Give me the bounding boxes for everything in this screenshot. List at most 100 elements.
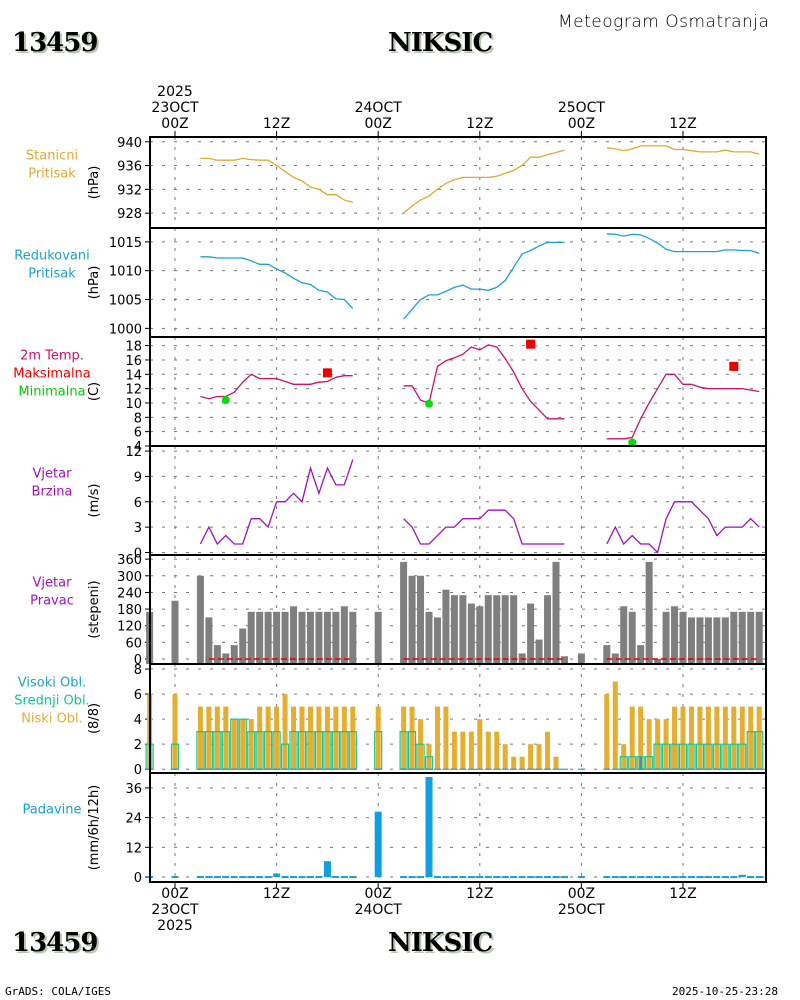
low-cloud-bar: [519, 756, 525, 770]
panel-cloud-cover: 0 2 4 6 8 (8/8)Visoki Obl. Srednji Obl. Niski O…: [14, 663, 767, 778]
high-cloud-bar: [639, 756, 643, 770]
time-label-bottom: 2025: [157, 918, 193, 934]
wind-dir-bar: [493, 595, 501, 664]
y-tick-label: 24: [125, 812, 142, 827]
panel-frame: [149, 227, 767, 338]
wind-dir-bar: [671, 606, 679, 664]
wind-dir-bar: [747, 611, 755, 664]
low-cloud-bar: [638, 706, 644, 770]
low-cloud-bar: [528, 744, 534, 770]
low-cloud-bar: [536, 744, 542, 770]
series-line-temperature: [606, 373, 760, 440]
wind-dir-bar: [603, 645, 611, 664]
series-line-station-pressure: [403, 149, 565, 214]
series-line-station-pressure: [200, 157, 353, 204]
precip-bar: [713, 876, 721, 879]
max-temp-marker: [526, 339, 536, 349]
series-line-temperature: [403, 344, 565, 420]
time-label-bottom: 00Z: [568, 886, 595, 902]
y-tick-label: 180: [117, 603, 142, 618]
time-label-bottom: 12Z: [263, 886, 290, 902]
panel-title: Maksimalna: [13, 367, 91, 382]
wind-dir-bar: [306, 611, 314, 664]
time-label-bottom: 23OCT: [151, 902, 199, 918]
panel-title: Niski Obl.: [21, 712, 83, 727]
wind-dir-bar: [332, 611, 340, 664]
low-cloud-bar: [604, 694, 610, 770]
precip-bar: [281, 876, 289, 879]
y-tick-label: 940: [117, 136, 142, 151]
precip-bar: [696, 876, 704, 879]
low-cloud-bar: [485, 731, 491, 770]
time-label-bottom: 00Z: [364, 886, 391, 902]
precip-bar: [721, 876, 729, 879]
y-tick-label: 12: [125, 383, 142, 398]
precip-bar: [510, 876, 518, 879]
low-cloud-bar: [172, 694, 178, 770]
y-tick-label: 6: [134, 426, 142, 441]
precip-bar: [349, 876, 357, 879]
y-tick-label: 0: [134, 871, 142, 886]
panel-station-pressure: 928 932 936 940 (hPa) Stanicni Pritisak: [26, 131, 767, 229]
wind-dir-bar: [637, 645, 645, 664]
y-tick-label: 1015: [109, 236, 142, 251]
low-cloud-bar: [324, 706, 330, 770]
panel-title: Pritisak: [28, 267, 76, 282]
precip-bar: [256, 876, 264, 879]
panel-title: Vjetar: [33, 467, 73, 482]
time-label-top: 00Z: [364, 116, 391, 132]
wind-dir-bar: [687, 617, 695, 664]
low-cloud-bar: [307, 706, 313, 770]
wind-dir-bar: [433, 617, 441, 664]
time-label-top: 25OCT: [558, 100, 606, 116]
low-cloud-bar: [265, 706, 271, 770]
max-temp-marker: [729, 361, 739, 371]
y-tick-label: 6: [134, 688, 142, 703]
wind-dir-bar: [755, 611, 763, 664]
wind-dir-bar: [315, 611, 323, 664]
precip-bar: [459, 876, 467, 879]
panel-title: Srednji Obl.: [14, 694, 89, 709]
y-tick-label: 8: [134, 411, 142, 426]
low-cloud-bar: [341, 706, 347, 770]
wind-dir-bar: [544, 595, 552, 664]
min-temp-marker: [221, 396, 230, 405]
low-cloud-bar: [545, 731, 551, 770]
panel-frame: [149, 772, 767, 883]
low-cloud-bar: [443, 706, 449, 770]
wind-dir-bar: [298, 611, 306, 664]
panel-frame: [149, 445, 767, 556]
panel-title: Pravac: [30, 594, 74, 609]
panel-title: Brzina: [32, 485, 73, 500]
wind-dir-bar: [730, 611, 738, 664]
panel-title: Redukovani: [14, 249, 89, 264]
wind-dir-bar: [205, 617, 213, 664]
precip-bar: [645, 876, 653, 879]
time-label-top: 12Z: [466, 116, 493, 132]
precip-bar: [247, 876, 255, 879]
precip-bar: [315, 876, 323, 879]
precip-bar: [535, 876, 543, 879]
low-cloud-bar: [739, 706, 745, 770]
wind-dir-bar: [704, 617, 712, 664]
precip-bar: [213, 876, 221, 879]
wind-dir-bar: [476, 606, 484, 664]
low-cloud-bar: [705, 706, 711, 770]
y-tick-label: 6: [134, 496, 142, 511]
low-cloud-bar: [291, 706, 297, 770]
station-id-top: 13459: [12, 28, 98, 58]
low-cloud-bar: [282, 694, 288, 770]
y-tick-label: 0: [134, 763, 142, 778]
precip-bar: [704, 876, 712, 879]
low-cloud-bar: [401, 706, 407, 770]
time-label-top: 23OCT: [151, 100, 199, 116]
precip-bar: [730, 876, 738, 879]
low-cloud-bar: [434, 706, 440, 770]
wind-dir-bar: [425, 611, 433, 664]
wind-dir-bar: [213, 645, 221, 664]
wind-dir-bar: [662, 611, 670, 664]
panel-title: Visoki Obl.: [18, 676, 86, 691]
low-cloud-bar: [375, 706, 381, 770]
wind-dir-bar: [417, 575, 425, 664]
